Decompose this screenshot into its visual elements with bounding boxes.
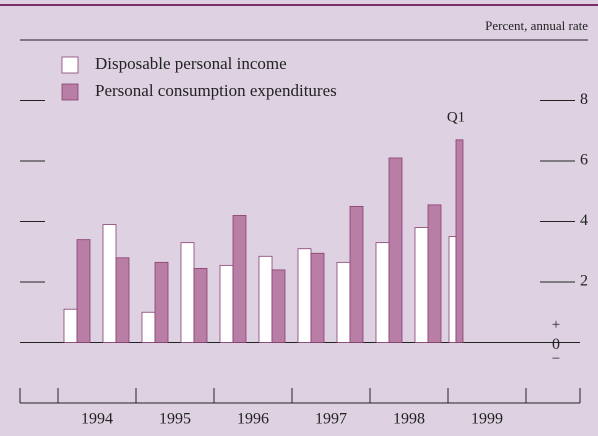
y-tick-label: 2 (580, 273, 588, 290)
bar (63, 308, 78, 343)
bar (271, 269, 286, 343)
y-tick-label: 8 (580, 91, 588, 108)
legend-swatch (61, 83, 79, 101)
bar (310, 252, 325, 343)
period-label: Q1 (447, 109, 465, 125)
bar (448, 236, 457, 343)
bar (154, 261, 169, 343)
year-label: 1994 (81, 411, 113, 428)
y-tick-label: 4 (580, 212, 588, 229)
sign-label: + (552, 317, 560, 333)
sign-label: − (552, 351, 560, 367)
bar (349, 205, 364, 343)
bar (297, 248, 312, 343)
bar (102, 224, 117, 343)
bar (115, 257, 130, 343)
year-label: 1996 (237, 411, 269, 428)
bar (455, 139, 464, 343)
year-label: 1999 (471, 411, 503, 428)
y-tick-label: 6 (580, 152, 588, 169)
bar (258, 255, 273, 343)
legend-label: Disposable personal income (95, 54, 287, 73)
bar (76, 239, 91, 343)
year-label: 1998 (393, 411, 425, 428)
y-tick-label: 0 (552, 336, 560, 353)
bar (388, 157, 403, 343)
year-label: 1995 (159, 411, 191, 428)
bar (336, 261, 351, 343)
bar (232, 215, 247, 343)
legend-label: Personal consumption expenditures (95, 81, 337, 100)
bar (193, 267, 208, 343)
legend-swatch (61, 56, 79, 74)
unit-label: Percent, annual rate (485, 18, 588, 33)
bar (427, 204, 442, 343)
bar (375, 242, 390, 343)
year-label: 1997 (315, 411, 347, 428)
bar (141, 311, 156, 343)
bar (219, 264, 234, 343)
bar (180, 242, 195, 343)
bar (414, 227, 429, 343)
